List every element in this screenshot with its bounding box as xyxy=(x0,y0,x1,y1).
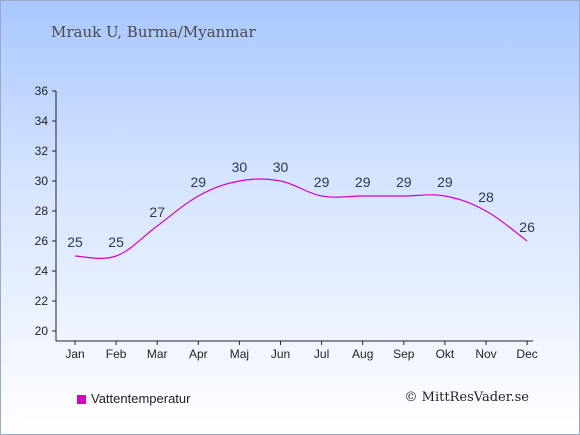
data-label: 27 xyxy=(149,204,165,220)
data-label: 29 xyxy=(437,174,453,190)
y-tick-label: 34 xyxy=(35,114,49,128)
y-tick-label: 36 xyxy=(35,84,49,98)
x-tick-label: Apr xyxy=(189,347,208,361)
x-tick-label: Jan xyxy=(65,347,84,361)
series-line-vattentemperatur xyxy=(74,178,528,259)
x-tick-label: Aug xyxy=(352,347,373,361)
data-label: 30 xyxy=(273,159,289,175)
x-tick-label: Jul xyxy=(314,347,329,361)
data-label: 26 xyxy=(519,219,535,235)
y-tick-label: 24 xyxy=(35,264,49,278)
data-label: 29 xyxy=(191,174,207,190)
legend: Vattentemperatur xyxy=(77,391,190,406)
x-tick-label: Feb xyxy=(106,347,127,361)
data-label: 25 xyxy=(67,234,83,250)
y-tick-label: 22 xyxy=(35,294,49,308)
x-tick-label: Jun xyxy=(271,347,290,361)
y-tick-label: 26 xyxy=(35,234,49,248)
data-label: 29 xyxy=(355,174,371,190)
credit-text: © MittResVader.se xyxy=(404,390,529,405)
x-tick-label: Mar xyxy=(147,347,168,361)
x-tick-label: Nov xyxy=(475,347,496,361)
data-label: 30 xyxy=(232,159,248,175)
data-label: 29 xyxy=(396,174,412,190)
x-tick-label: Okt xyxy=(436,347,455,361)
x-tick-label: Dec xyxy=(516,347,537,361)
legend-swatch xyxy=(77,395,86,404)
data-label: 28 xyxy=(478,189,494,205)
data-label: 25 xyxy=(108,234,124,250)
x-tick-label: Maj xyxy=(230,347,249,361)
legend-label: Vattentemperatur xyxy=(91,391,191,406)
chart-title: Mrauk U, Burma/Myanmar xyxy=(51,23,256,41)
y-tick-label: 20 xyxy=(35,324,49,338)
y-tick-label: 32 xyxy=(35,144,49,158)
y-tick-label: 30 xyxy=(35,174,49,188)
x-tick-label: Sep xyxy=(393,347,415,361)
y-tick-label: 28 xyxy=(35,204,49,218)
data-label: 29 xyxy=(314,174,330,190)
